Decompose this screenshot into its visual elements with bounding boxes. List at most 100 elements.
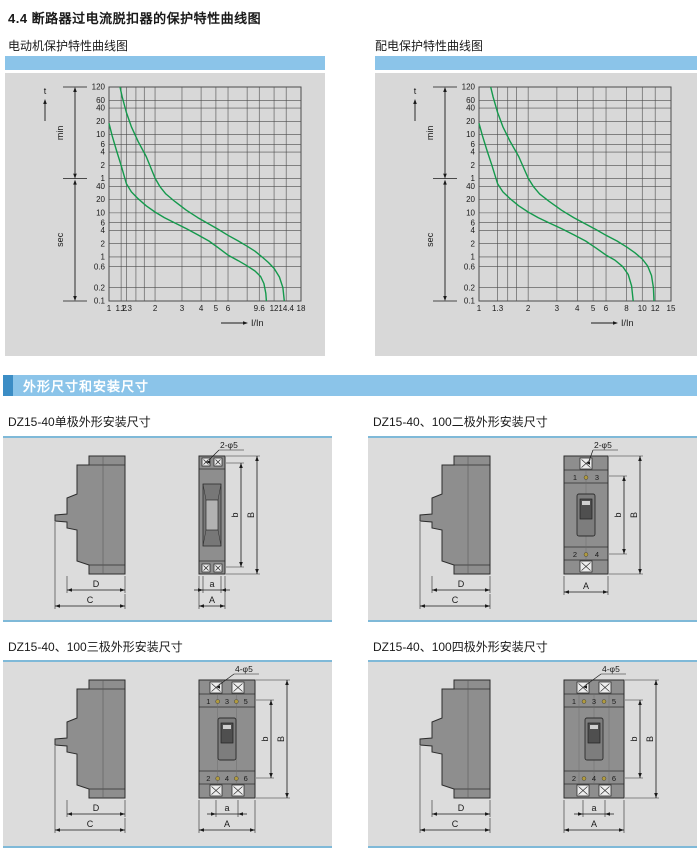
arrowhead (619, 828, 624, 832)
arrowhead (206, 460, 210, 464)
x-tick-label: 1.3 (121, 304, 133, 313)
arrowhead (622, 476, 626, 481)
y-tick-label: 2 (471, 161, 476, 170)
arrowhead (613, 321, 618, 325)
motor-curve-panel: 0.1 0.2 0.6 1 2 4 6 10 20 40 1 2 4 6 10 20 40 60 120 1 1.2 1.… (5, 56, 325, 356)
x-tick-label: 18 (297, 304, 306, 313)
dimension-b: b (629, 736, 639, 741)
y-tick-label: 120 (462, 83, 476, 92)
y-tick-label: 60 (96, 96, 105, 105)
y-tick-label: 1 (471, 174, 476, 183)
hole-callout-label: 4-φ5 (235, 664, 253, 674)
panel-header-bar (5, 56, 325, 70)
y-tick-label: 1 (101, 253, 106, 262)
arrowhead (485, 604, 490, 608)
y-tick-label: 4 (101, 226, 106, 235)
terminal-screw (234, 699, 239, 704)
arrowhead (67, 812, 72, 816)
x-tick-label: 4 (575, 304, 580, 313)
terminal-screw (601, 699, 607, 704)
dimension-A: A (209, 595, 215, 605)
y-tick-label: 2 (471, 239, 476, 248)
hole-callout-label: 4-φ5 (602, 664, 620, 674)
dimension-D: D (93, 803, 100, 813)
x-tick-label: 3 (555, 304, 560, 313)
dimension-a: a (591, 803, 596, 813)
y-tick-label: 0.1 (94, 297, 106, 306)
drawing-panel-2pole: D C 1 3 2 4 2-φ5 b B A (368, 436, 697, 622)
y-tick-label: 6 (101, 140, 106, 149)
side-view (419, 455, 491, 575)
arrowhead (443, 87, 447, 92)
x-tick-label: 1 (477, 304, 482, 313)
terminal-screw (234, 776, 239, 781)
dimension-B: B (246, 512, 256, 518)
y-tick-label: 40 (96, 104, 105, 113)
breaker-drawing-2pole: DC 1 3 2 4 2-φ5 b B A (419, 440, 643, 609)
drawing-title-4pole: DZ15-40、100四极外形安装尺寸 (373, 640, 548, 654)
protection-curve-trip-band-max (119, 86, 285, 302)
y-tick-label: 20 (466, 117, 475, 126)
y-tick-label: 1 (471, 253, 476, 262)
dimension-B: B (645, 736, 655, 742)
terminal-number: 1 (572, 697, 576, 706)
terminal-number: 5 (244, 697, 248, 706)
hole-callout-label: 2-φ5 (594, 440, 612, 450)
dimension-b: b (230, 512, 240, 517)
arrowhead (638, 569, 642, 574)
arrowhead (443, 296, 447, 301)
dimension-b: b (260, 736, 270, 741)
x-tick-label: 12 (270, 304, 279, 313)
plot-border (108, 86, 302, 302)
arrowhead (564, 828, 569, 832)
side-view (54, 679, 126, 799)
chart-subtitle-distribution: 配电保护特性曲线图 (375, 39, 484, 53)
side-view (419, 679, 491, 799)
panel-header-bar (375, 56, 697, 70)
arrowhead (73, 296, 77, 301)
toggle-label (590, 725, 598, 729)
y-tick-label: 2 (101, 239, 106, 248)
y-tick-label: 10 (96, 208, 105, 217)
hole-callout-label: 2-φ5 (220, 440, 238, 450)
arrowhead (211, 812, 216, 816)
arrowhead (638, 773, 642, 778)
terminal-screw (583, 475, 589, 480)
toggle-handle (205, 499, 219, 531)
dimension-C: C (452, 819, 459, 829)
min-axis-label: min (55, 126, 65, 141)
drawing-title-3pole: DZ15-40、100三极外形安装尺寸 (8, 640, 183, 654)
terminal-screw (601, 776, 607, 781)
y-tick-label: 6 (471, 218, 476, 227)
y-tick-label: 4 (471, 226, 476, 235)
arrowhead (120, 812, 125, 816)
arrowhead (586, 461, 590, 465)
terminal-number: 4 (225, 774, 229, 783)
x-tick-label: 10 (638, 304, 647, 313)
terminal-number: 5 (612, 697, 616, 706)
x-tick-label: 15 (667, 304, 676, 313)
breaker-drawing-1pole: DC 2-φ5 b BaA (54, 440, 260, 609)
arrowhead (485, 588, 490, 592)
y-tick-label: 20 (96, 117, 105, 126)
arrowhead (255, 456, 259, 461)
dimension-a: a (209, 579, 214, 589)
terminal-screw (581, 699, 587, 704)
dimension-D: D (93, 579, 100, 589)
t-axis-label: t (414, 86, 417, 96)
terminal-number: 4 (592, 774, 596, 783)
y-tick-label: 4 (471, 148, 476, 157)
plot-border (478, 86, 672, 302)
arrowhead (443, 179, 447, 185)
sec-axis-label: sec (425, 232, 435, 247)
x-tick-label: 4 (199, 304, 204, 313)
arrowhead (239, 463, 243, 468)
y-tick-label: 40 (96, 182, 105, 191)
x-tick-label: 9.6 (254, 304, 266, 313)
x-tick-label: 5 (214, 304, 219, 313)
terminal-number: 2 (206, 774, 210, 783)
